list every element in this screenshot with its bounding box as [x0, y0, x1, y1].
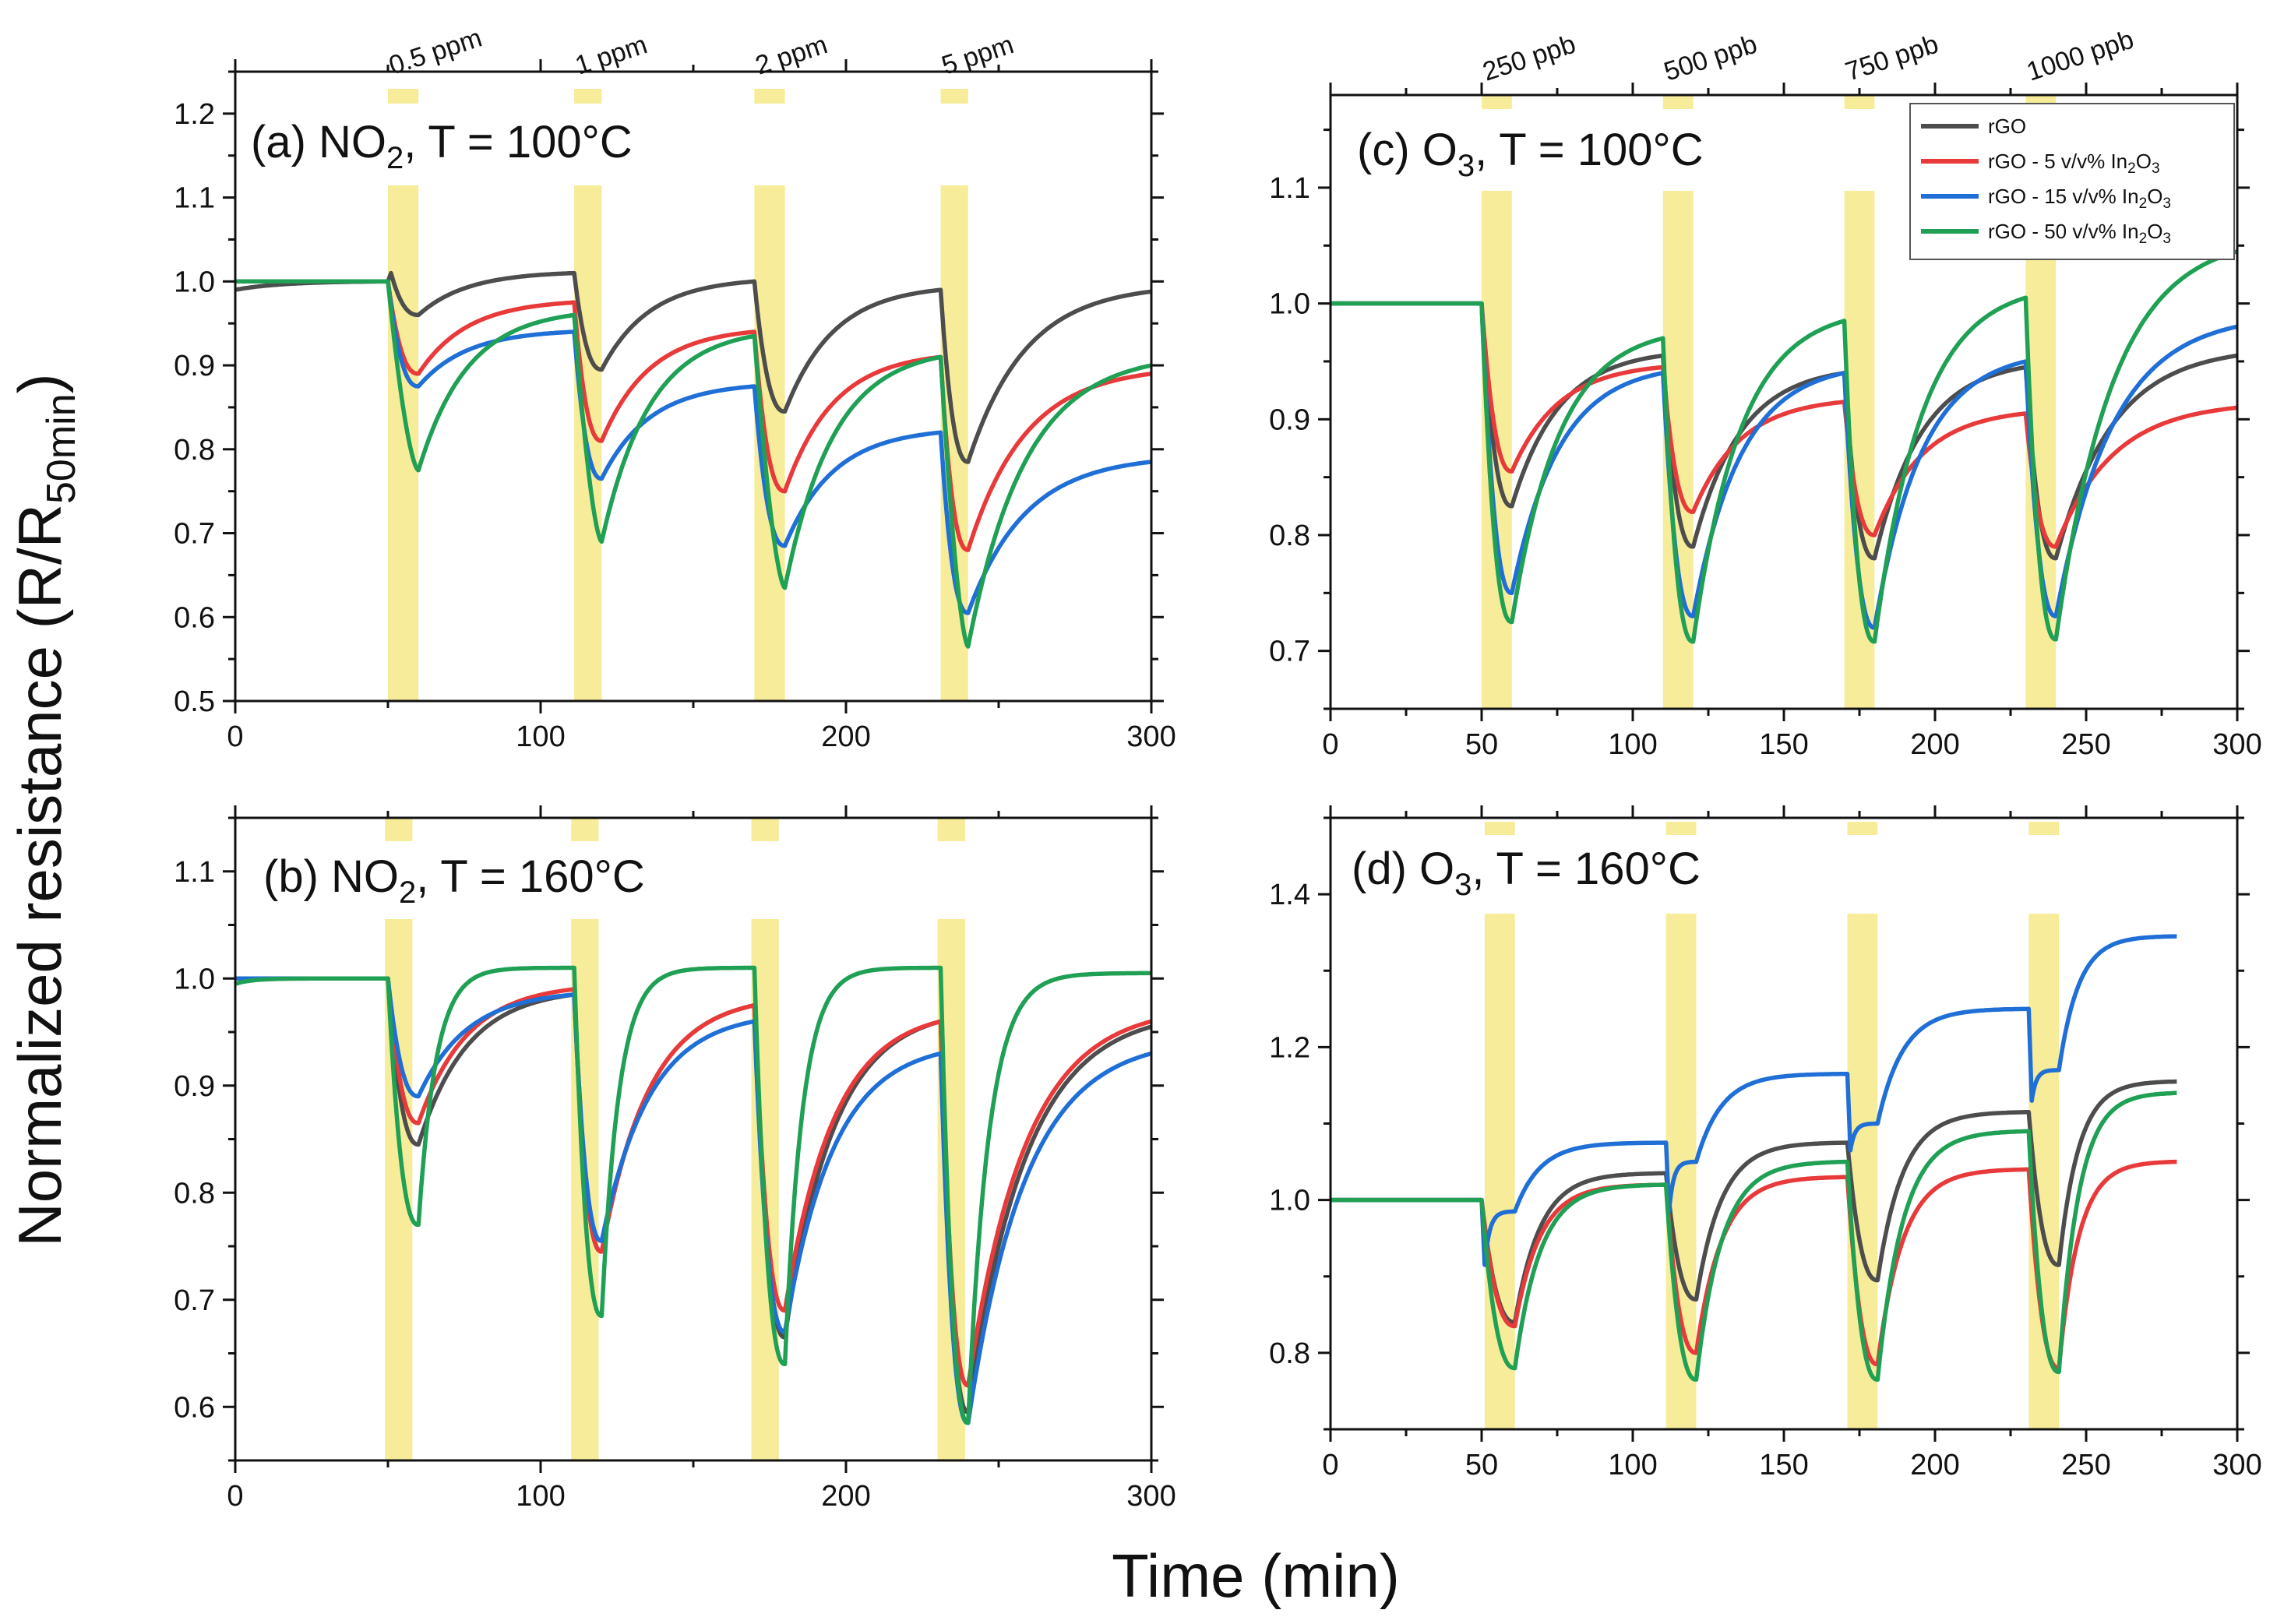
- legend-label: rGO - 50 v/v% In2O3: [1988, 220, 2171, 247]
- series-line: [1331, 1090, 2177, 1382]
- y-tick-label: 0.7: [1269, 636, 1310, 668]
- y-tick-label: 1.1: [174, 856, 215, 889]
- exposure-band: [1482, 191, 1512, 709]
- series-line: [1331, 1079, 2177, 1325]
- y-tick-label: 1.1: [174, 182, 215, 215]
- series-line: [1331, 301, 2238, 630]
- y-tick-label: 1.0: [174, 266, 215, 298]
- series-line: [235, 976, 1152, 1388]
- exposure-band-cap: [571, 818, 599, 841]
- legend-label: rGO - 5 v/v% In2O3: [1988, 150, 2160, 177]
- x-tick-label: 250: [2061, 1449, 2110, 1481]
- y-tick-label: 0.6: [174, 601, 215, 634]
- panel-title: (a) NO2, T = 100°C: [251, 117, 633, 175]
- x-tick-label: 150: [1759, 728, 1808, 761]
- y-tick-label: 0.6: [174, 1391, 215, 1424]
- x-tick-label: 300: [2212, 728, 2261, 761]
- x-axis-title: Time (min): [1112, 1541, 1400, 1610]
- y-tick-label: 0.7: [174, 1284, 215, 1317]
- exposure-band-cap: [2028, 822, 2060, 835]
- x-tick-label: 0: [227, 1480, 243, 1513]
- x-tick-label: 200: [821, 720, 870, 753]
- exposure-band-cap: [937, 818, 965, 841]
- exposure-band-cap: [574, 89, 602, 104]
- y-tick-label: 0.8: [174, 1177, 215, 1210]
- exposure-band-cap: [1482, 95, 1512, 109]
- x-tick-label: 300: [1126, 720, 1175, 753]
- y-tick-label: 0.9: [1269, 403, 1310, 436]
- x-tick-label: 100: [516, 720, 565, 753]
- x-tick-label: 300: [1126, 1480, 1175, 1513]
- y-axis-title: Normalized resistance (R/R50min): [5, 373, 84, 1246]
- x-tick-label: 300: [2212, 1449, 2261, 1481]
- y-tick-label: 1.2: [174, 98, 215, 131]
- exposure-band-cap: [388, 89, 419, 104]
- y-tick-label: 0.8: [174, 434, 215, 467]
- exposure-band: [1484, 914, 1515, 1429]
- x-tick-label: 200: [821, 1480, 870, 1513]
- exposure-band-cap: [1484, 822, 1515, 835]
- legend: rGO rGO - 5 v/v% In2O3 rGO - 15 v/v% In2O3…: [1909, 103, 2235, 260]
- y-tick-label: 0.9: [174, 1070, 215, 1103]
- panel-title: (d) O3, T = 160°C: [1352, 844, 1701, 902]
- exposure-band-cap: [1665, 822, 1697, 835]
- exposure-band-cap: [385, 818, 413, 841]
- x-tick-label: 50: [1465, 728, 1498, 761]
- exposure-band: [388, 185, 419, 701]
- y-tick-label: 1.4: [1269, 879, 1310, 911]
- x-tick-label: 250: [2061, 728, 2110, 761]
- panel-b: 0 100 200 300 0.6 0.7 0.8 0.9 1.0 1.1 (b) NO2, T =…: [174, 805, 1176, 1513]
- series-line: [235, 279, 1152, 649]
- x-tick-label: 100: [1608, 1449, 1657, 1481]
- series-line: [234, 270, 1152, 464]
- exposure-band-cap: [1847, 822, 1878, 835]
- panel-title: (c) O3, T = 100°C: [1357, 125, 1704, 183]
- y-tick-label: 1.1: [1269, 172, 1310, 205]
- legend-label: rGO: [1988, 114, 2026, 138]
- series-line: [234, 965, 1151, 1425]
- x-tick-label: 100: [1608, 728, 1657, 761]
- x-tick-label: 100: [516, 1480, 565, 1513]
- x-tick-label: 0: [227, 720, 243, 753]
- series-line: [1331, 249, 2238, 644]
- panel-title: (b) NO2, T = 160°C: [263, 851, 645, 910]
- y-tick-label: 1.0: [1269, 1185, 1310, 1217]
- legend-label: rGO - 15 v/v% In2O3: [1988, 185, 2171, 212]
- y-tick-label: 0.7: [174, 518, 215, 551]
- x-tick-label: 200: [1910, 1449, 1959, 1481]
- y-tick-label: 1.0: [174, 963, 215, 995]
- x-tick-label: 150: [1759, 1449, 1808, 1481]
- y-tick-label: 0.5: [174, 685, 215, 718]
- series-line: [1331, 301, 2238, 549]
- series-line: [1331, 934, 2177, 1267]
- exposure-band-cap: [940, 89, 968, 104]
- x-tick-label: 0: [1322, 1449, 1338, 1481]
- y-tick-label: 0.8: [1269, 1337, 1310, 1370]
- y-tick-label: 0.9: [174, 350, 215, 382]
- y-tick-label: 1.0: [1269, 288, 1310, 321]
- panel-d: 0 50 100 150 200 250 300 0.8 1.0 1.2 1.4 (d) O3, T …: [1269, 805, 2262, 1481]
- y-tick-label: 1.2: [1269, 1031, 1310, 1064]
- x-tick-label: 50: [1465, 1449, 1498, 1481]
- exposure-band-cap: [1662, 95, 1694, 109]
- x-tick-label: 0: [1322, 728, 1338, 761]
- series-line: [235, 279, 1152, 552]
- exposure-band-cap: [754, 89, 785, 104]
- x-tick-label: 200: [1910, 728, 1959, 761]
- exposure-band-cap: [751, 818, 779, 841]
- exposure-band-cap: [1844, 95, 1875, 109]
- y-tick-label: 0.8: [1269, 520, 1310, 552]
